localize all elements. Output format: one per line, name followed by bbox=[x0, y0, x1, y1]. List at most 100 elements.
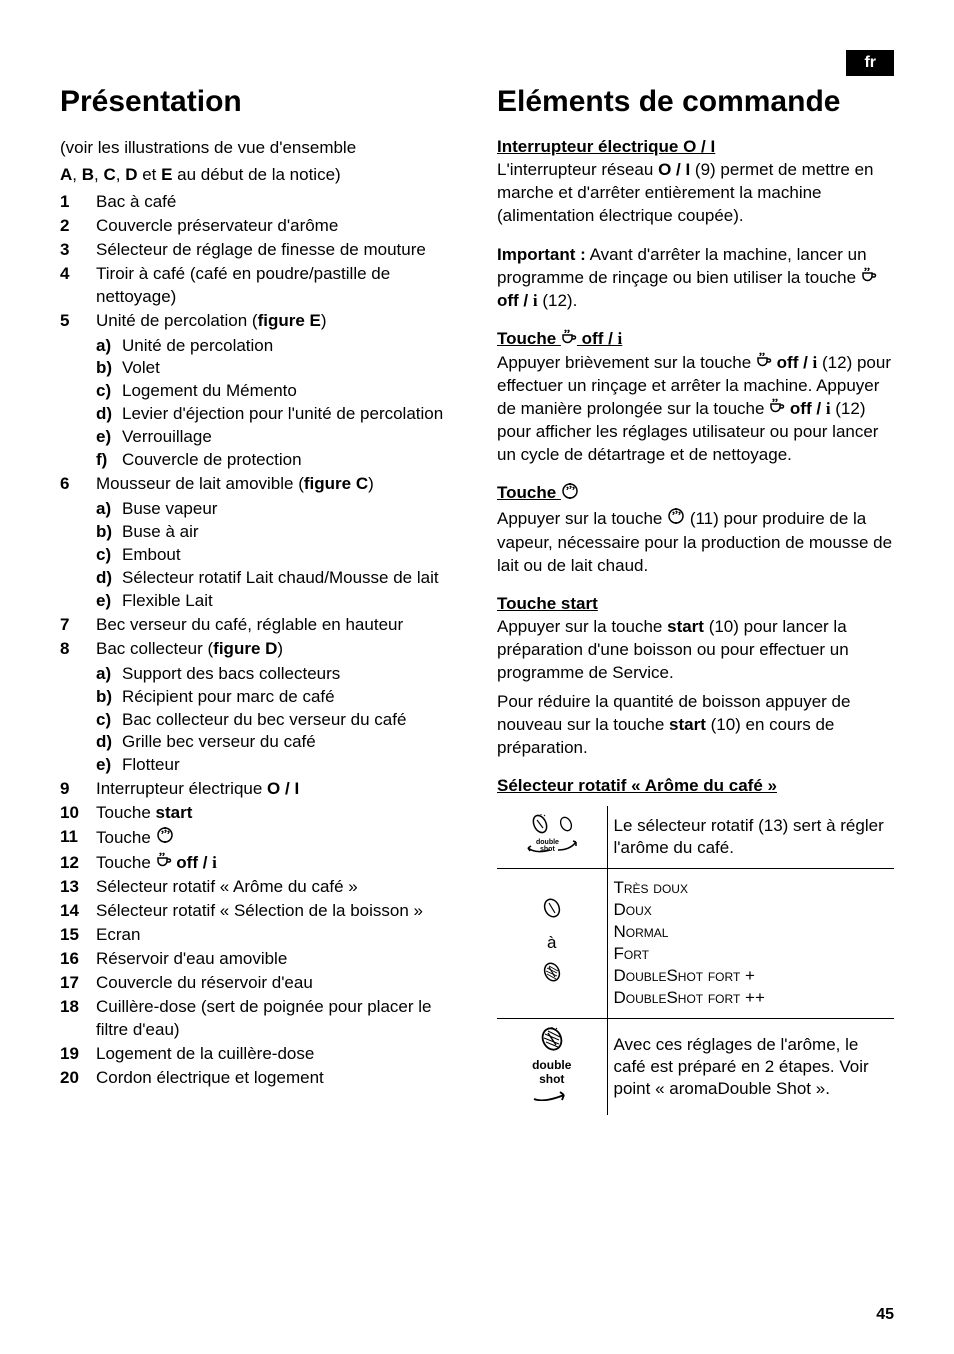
aroma-level: DoubleShot fort + bbox=[614, 965, 889, 987]
intro-E: E bbox=[161, 165, 172, 184]
sub-letter: d) bbox=[96, 567, 122, 590]
item-number: 18 bbox=[60, 996, 96, 1042]
item-number: 15 bbox=[60, 924, 96, 947]
doubleshot-icon-cell: double shot bbox=[497, 1018, 607, 1115]
list-item: 1Bac à café bbox=[60, 191, 457, 214]
list-item: 13Sélecteur rotatif « Arôme du café » bbox=[60, 876, 457, 899]
bean-hatched-icon bbox=[540, 962, 564, 982]
list-item: 6Mousseur de lait amovible (figure C) bbox=[60, 473, 457, 496]
list-item: 8Bac collecteur (figure D) bbox=[60, 638, 457, 661]
sec3-title: Touche bbox=[497, 482, 894, 505]
aroma-table: double shot Le sélecteur rotatif (13) se… bbox=[497, 806, 894, 1115]
sub-text: Grille bec verseur du café bbox=[122, 731, 457, 754]
cup-icon bbox=[769, 398, 785, 421]
sub-list-item: e)Verrouillage bbox=[96, 426, 457, 449]
parts-list: 1Bac à café2Couvercle préservateur d'arô… bbox=[60, 191, 457, 1090]
aroma-row3-text: Avec ces réglages de l'arôme, le café es… bbox=[607, 1018, 894, 1115]
list-item: 15Ecran bbox=[60, 924, 457, 947]
item-text: Cuillère-dose (sert de poignée pour plac… bbox=[96, 996, 457, 1042]
sub-text: Flotteur bbox=[122, 754, 457, 777]
item-number: 12 bbox=[60, 852, 96, 875]
item-text: Logement de la cuillère-dose bbox=[96, 1043, 457, 1066]
range-a-word: à bbox=[503, 932, 601, 954]
sub-list-item: b)Buse à air bbox=[96, 521, 457, 544]
bean-outline-icon bbox=[540, 898, 564, 918]
item-text: Touche bbox=[96, 826, 457, 851]
item-number: 4 bbox=[60, 263, 96, 309]
sub-letter: b) bbox=[96, 521, 122, 544]
table-row: double shot Avec ces réglages de l'arôme… bbox=[497, 1018, 894, 1115]
aroma-level: Très doux bbox=[614, 877, 889, 899]
list-item: 2Couvercle préservateur d'arôme bbox=[60, 215, 457, 238]
sub-letter: d) bbox=[96, 403, 122, 426]
sub-letter: a) bbox=[96, 663, 122, 686]
list-item: 17Couvercle du réservoir d'eau bbox=[60, 972, 457, 995]
aroma-level: Doux bbox=[614, 899, 889, 921]
item-text: Couvercle du réservoir d'eau bbox=[96, 972, 457, 995]
right-heading: Eléments de commande bbox=[497, 85, 894, 119]
list-item: 18Cuillère-dose (sert de poignée pour pl… bbox=[60, 996, 457, 1042]
sub-list-item: d)Sélecteur rotatif Lait chaud/Mousse de… bbox=[96, 567, 457, 590]
sub-letter: d) bbox=[96, 731, 122, 754]
sub-list-item: c)Bac collecteur du bec verseur du café bbox=[96, 709, 457, 732]
left-column: Présentation (voir les illustrations de … bbox=[60, 85, 457, 1115]
sub-list-item: a)Buse vapeur bbox=[96, 498, 457, 521]
intro-D: D bbox=[125, 165, 137, 184]
sub-letter: f) bbox=[96, 449, 122, 472]
sub-list-item: d)Grille bec verseur du café bbox=[96, 731, 457, 754]
sub-letter: a) bbox=[96, 498, 122, 521]
item-text: Réservoir d'eau amovible bbox=[96, 948, 457, 971]
sub-list-item: e)Flexible Lait bbox=[96, 590, 457, 613]
item-text: Sélecteur rotatif « Arôme du café » bbox=[96, 876, 457, 899]
sub-letter: b) bbox=[96, 357, 122, 380]
intro-C: C bbox=[103, 165, 115, 184]
cup-icon bbox=[861, 267, 877, 290]
arrow-icon bbox=[532, 1089, 572, 1101]
item-text: Touche off / i bbox=[96, 852, 457, 875]
item-text: Couvercle préservateur d'arôme bbox=[96, 215, 457, 238]
item-number: 9 bbox=[60, 778, 96, 801]
sub-letter: e) bbox=[96, 754, 122, 777]
item-text: Bac à café bbox=[96, 191, 457, 214]
sec1-important: Important : Avant d'arrêter la machine, … bbox=[497, 244, 894, 313]
sub-text: Sélecteur rotatif Lait chaud/Mousse de l… bbox=[122, 567, 457, 590]
item-text: Ecran bbox=[96, 924, 457, 947]
bean-hatched-icon bbox=[538, 1027, 566, 1051]
table-row: à Très douxDouxNormalFortDoubleShot fort… bbox=[497, 869, 894, 1019]
aroma-row1-text: Le sélecteur rotatif (13) sert à régler … bbox=[607, 806, 894, 869]
sub-text: Bac collecteur du bec verseur du café bbox=[122, 709, 457, 732]
item-text: Unité de percolation (figure E) bbox=[96, 310, 457, 333]
sub-letter: c) bbox=[96, 380, 122, 403]
sub-list-item: d)Levier d'éjection pour l'unité de perc… bbox=[96, 403, 457, 426]
sub-text: Embout bbox=[122, 544, 457, 567]
sub-text: Flexible Lait bbox=[122, 590, 457, 613]
item-text: Interrupteur électrique O / I bbox=[96, 778, 457, 801]
sec3-body: Appuyer sur la touche (11) pour produire… bbox=[497, 507, 894, 578]
content-columns: Présentation (voir les illustrations de … bbox=[60, 85, 894, 1115]
item-number: 10 bbox=[60, 802, 96, 825]
sub-list-item: c)Logement du Mémento bbox=[96, 380, 457, 403]
item-text: Bac collecteur (figure D) bbox=[96, 638, 457, 661]
right-column: Eléments de commande Interrupteur électr… bbox=[497, 85, 894, 1115]
item-text: Sélecteur de réglage de finesse de moutu… bbox=[96, 239, 457, 262]
list-item: 19Logement de la cuillère-dose bbox=[60, 1043, 457, 1066]
table-row: double shot Le sélecteur rotatif (13) se… bbox=[497, 806, 894, 869]
sec2-body: Appuyer brièvement sur la touche off / i… bbox=[497, 352, 894, 467]
intro-B: B bbox=[82, 165, 94, 184]
steam-icon bbox=[156, 826, 174, 851]
list-item: 11Touche bbox=[60, 826, 457, 851]
sec4-title: Touche start bbox=[497, 594, 894, 614]
list-item: 5Unité de percolation (figure E) bbox=[60, 310, 457, 333]
item-number: 16 bbox=[60, 948, 96, 971]
cup-icon bbox=[756, 352, 772, 375]
sub-text: Récipient pour marc de café bbox=[122, 686, 457, 709]
item-number: 2 bbox=[60, 215, 96, 238]
svg-text:double: double bbox=[536, 839, 559, 846]
sub-list-item: e)Flotteur bbox=[96, 754, 457, 777]
sub-list-item: f)Couvercle de protection bbox=[96, 449, 457, 472]
cup-icon bbox=[156, 852, 172, 875]
sub-list-item: b)Volet bbox=[96, 357, 457, 380]
sub-letter: e) bbox=[96, 590, 122, 613]
sub-letter: b) bbox=[96, 686, 122, 709]
sec4-body2: Pour réduire la quantité de boisson appu… bbox=[497, 691, 894, 760]
